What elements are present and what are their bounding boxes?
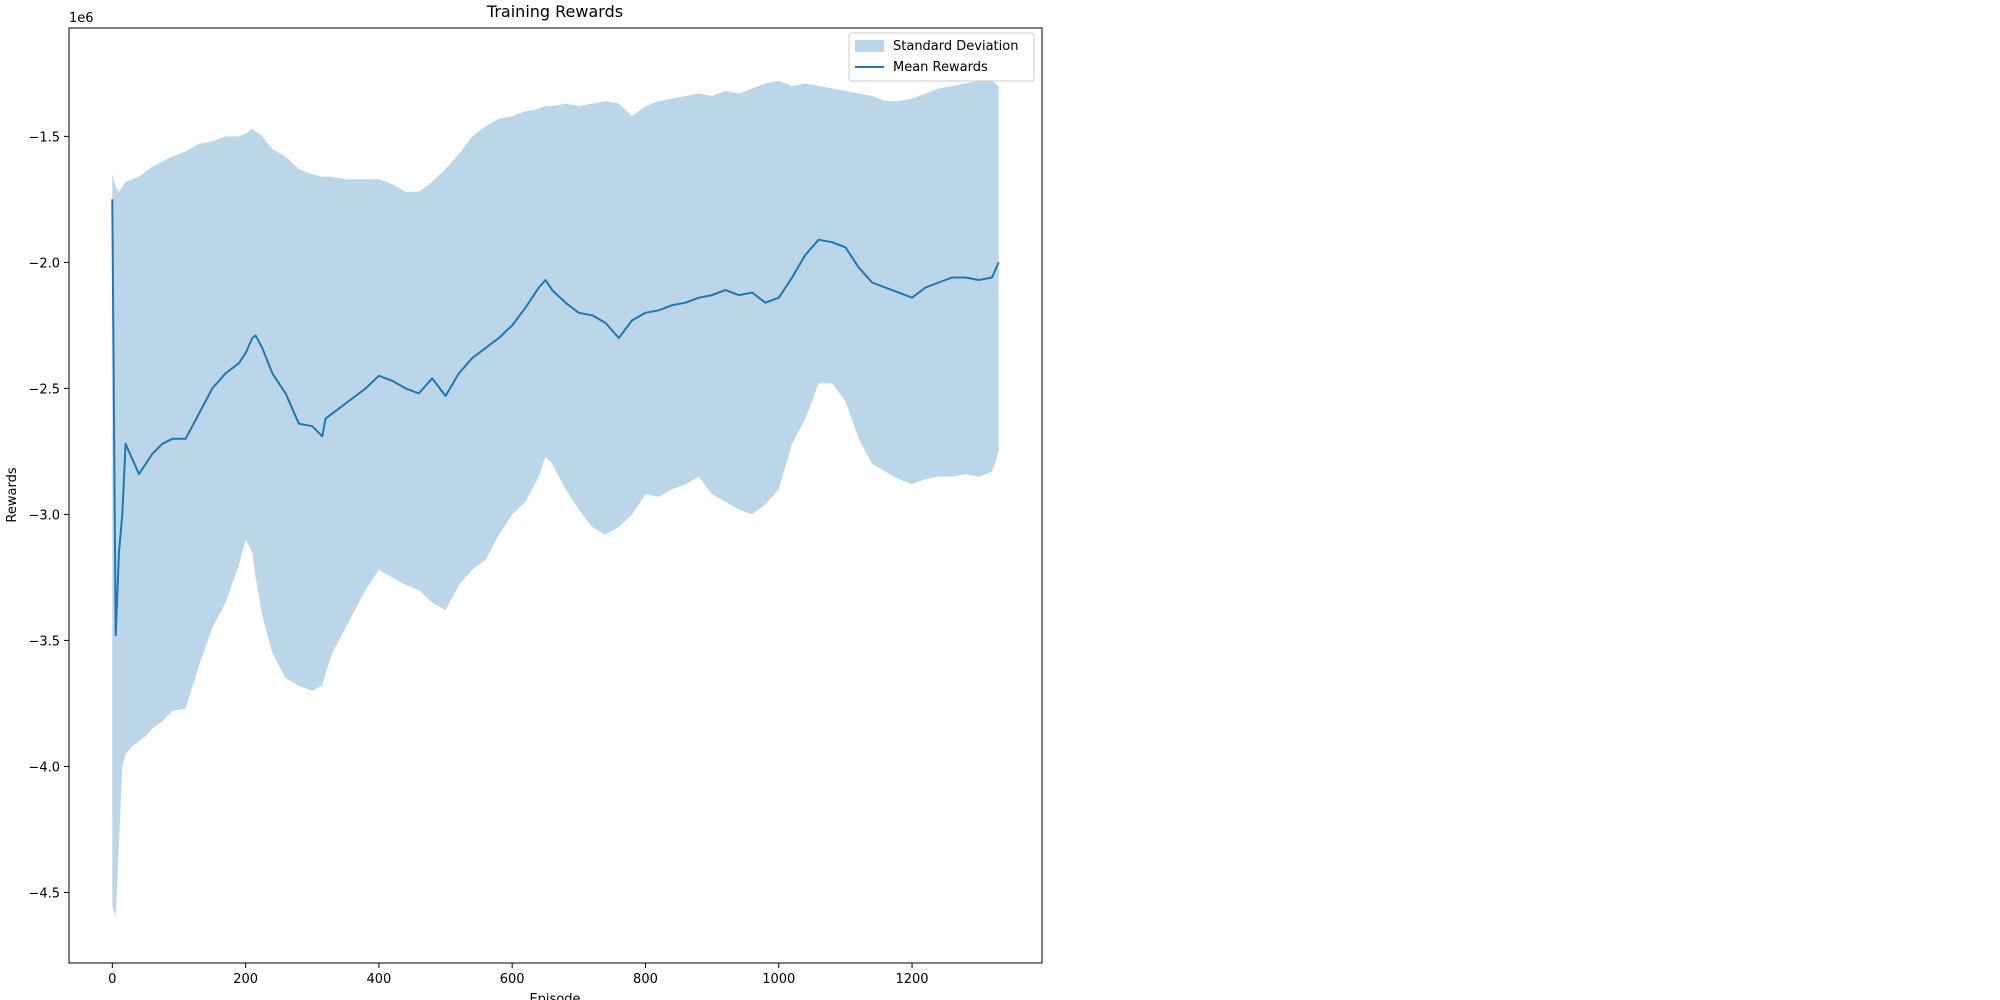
y-offset-label: 1e6: [69, 11, 94, 26]
x-tick-label: 800: [633, 972, 658, 987]
mean-rewards-line: [111, 199, 1000, 637]
plot-area: [111, 80, 1000, 918]
chart-title: Training Rewards: [486, 2, 623, 21]
y-tick-label: −3.5: [28, 634, 60, 649]
std-deviation-band: [112, 80, 999, 918]
legend-std-label: Standard Deviation: [893, 39, 1018, 54]
x-axis: 0 200 400 600 800 1000 1200: [108, 963, 929, 987]
y-tick-label: −4.0: [28, 760, 60, 775]
x-axis-label: Episode: [529, 992, 580, 1000]
x-tick-label: 400: [366, 972, 391, 987]
legend: Standard Deviation Mean Rewards: [848, 32, 1035, 82]
legend-std-swatch: [855, 40, 884, 52]
y-tick-label: −4.5: [28, 886, 60, 901]
y-tick-label: −2.5: [28, 382, 60, 397]
axes-frame: [68, 27, 1043, 964]
y-tick-label: −2.0: [28, 256, 60, 271]
legend-frame: [848, 32, 1035, 82]
y-axis: −1.5 −2.0 −2.5 −3.0 −3.5 −4.0 −4.5: [28, 130, 69, 901]
x-tick-label: 1000: [762, 972, 795, 987]
x-tick-label: 200: [233, 972, 258, 987]
x-tick-label: 1200: [895, 972, 928, 987]
legend-mean-label: Mean Rewards: [893, 60, 988, 75]
y-axis-label: Rewards: [5, 467, 20, 522]
x-tick-label: 0: [108, 972, 116, 987]
x-tick-label: 600: [500, 972, 525, 987]
y-tick-label: −3.0: [28, 508, 60, 523]
y-tick-label: −1.5: [28, 130, 60, 145]
